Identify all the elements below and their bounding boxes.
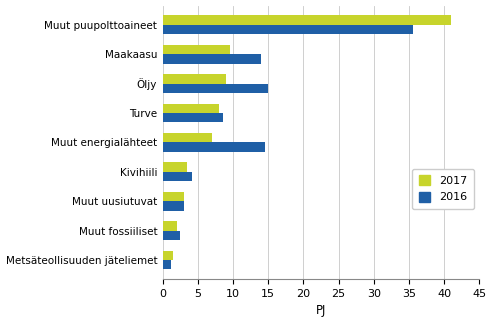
Bar: [163, 260, 171, 269]
Bar: [163, 251, 173, 260]
Bar: [163, 84, 268, 93]
X-axis label: PJ: PJ: [316, 305, 326, 318]
Bar: [163, 142, 265, 152]
Bar: [163, 172, 192, 181]
Bar: [163, 192, 184, 201]
Bar: [163, 162, 187, 172]
Bar: [163, 221, 177, 231]
Bar: [163, 74, 226, 84]
Bar: [163, 54, 261, 64]
Bar: [163, 201, 184, 211]
Bar: [163, 45, 230, 54]
Bar: [163, 15, 451, 25]
Bar: [163, 104, 219, 113]
Bar: [163, 25, 412, 34]
Bar: [163, 231, 181, 240]
Bar: [163, 133, 212, 142]
Legend: 2017, 2016: 2017, 2016: [412, 169, 474, 209]
Bar: [163, 113, 222, 122]
